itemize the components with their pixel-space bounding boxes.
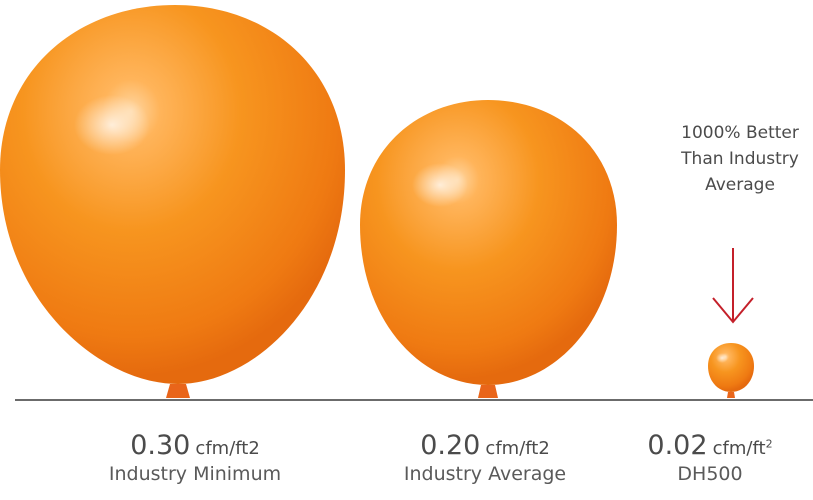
callout-line-2: Than Industry <box>681 149 799 169</box>
unit-text: cfm/ft <box>712 438 766 459</box>
label-dh500: 0.02 cfm/ft2 DH500 <box>610 430 810 486</box>
down-arrow-icon <box>712 248 754 324</box>
value-text: 0.20 <box>420 430 481 461</box>
unit-superscript: 2 <box>765 437 773 451</box>
label-industry-minimum: 0.30 cfm/ft2 Industry Minimum <box>70 430 320 486</box>
callout-line-3: Average <box>705 175 775 195</box>
balloon-industry-minimum <box>0 5 345 398</box>
callout-text: 1000% Better Than Industry Average <box>650 120 813 198</box>
unit-text: cfm/ft2 <box>195 438 260 459</box>
name-text: Industry Average <box>403 463 567 485</box>
callout-line-1: 1000% Better <box>681 123 799 143</box>
balloon-industry-average <box>360 100 617 398</box>
name-text: DH500 <box>677 463 743 485</box>
unit-text: cfm/ft2 <box>485 438 550 459</box>
label-industry-average: 0.20 cfm/ft2 Industry Average <box>370 430 600 486</box>
balloon-dh500 <box>708 343 754 398</box>
value-text: 0.30 <box>130 430 191 461</box>
value-text: 0.02 <box>647 430 708 461</box>
name-text: Industry Minimum <box>108 463 282 485</box>
